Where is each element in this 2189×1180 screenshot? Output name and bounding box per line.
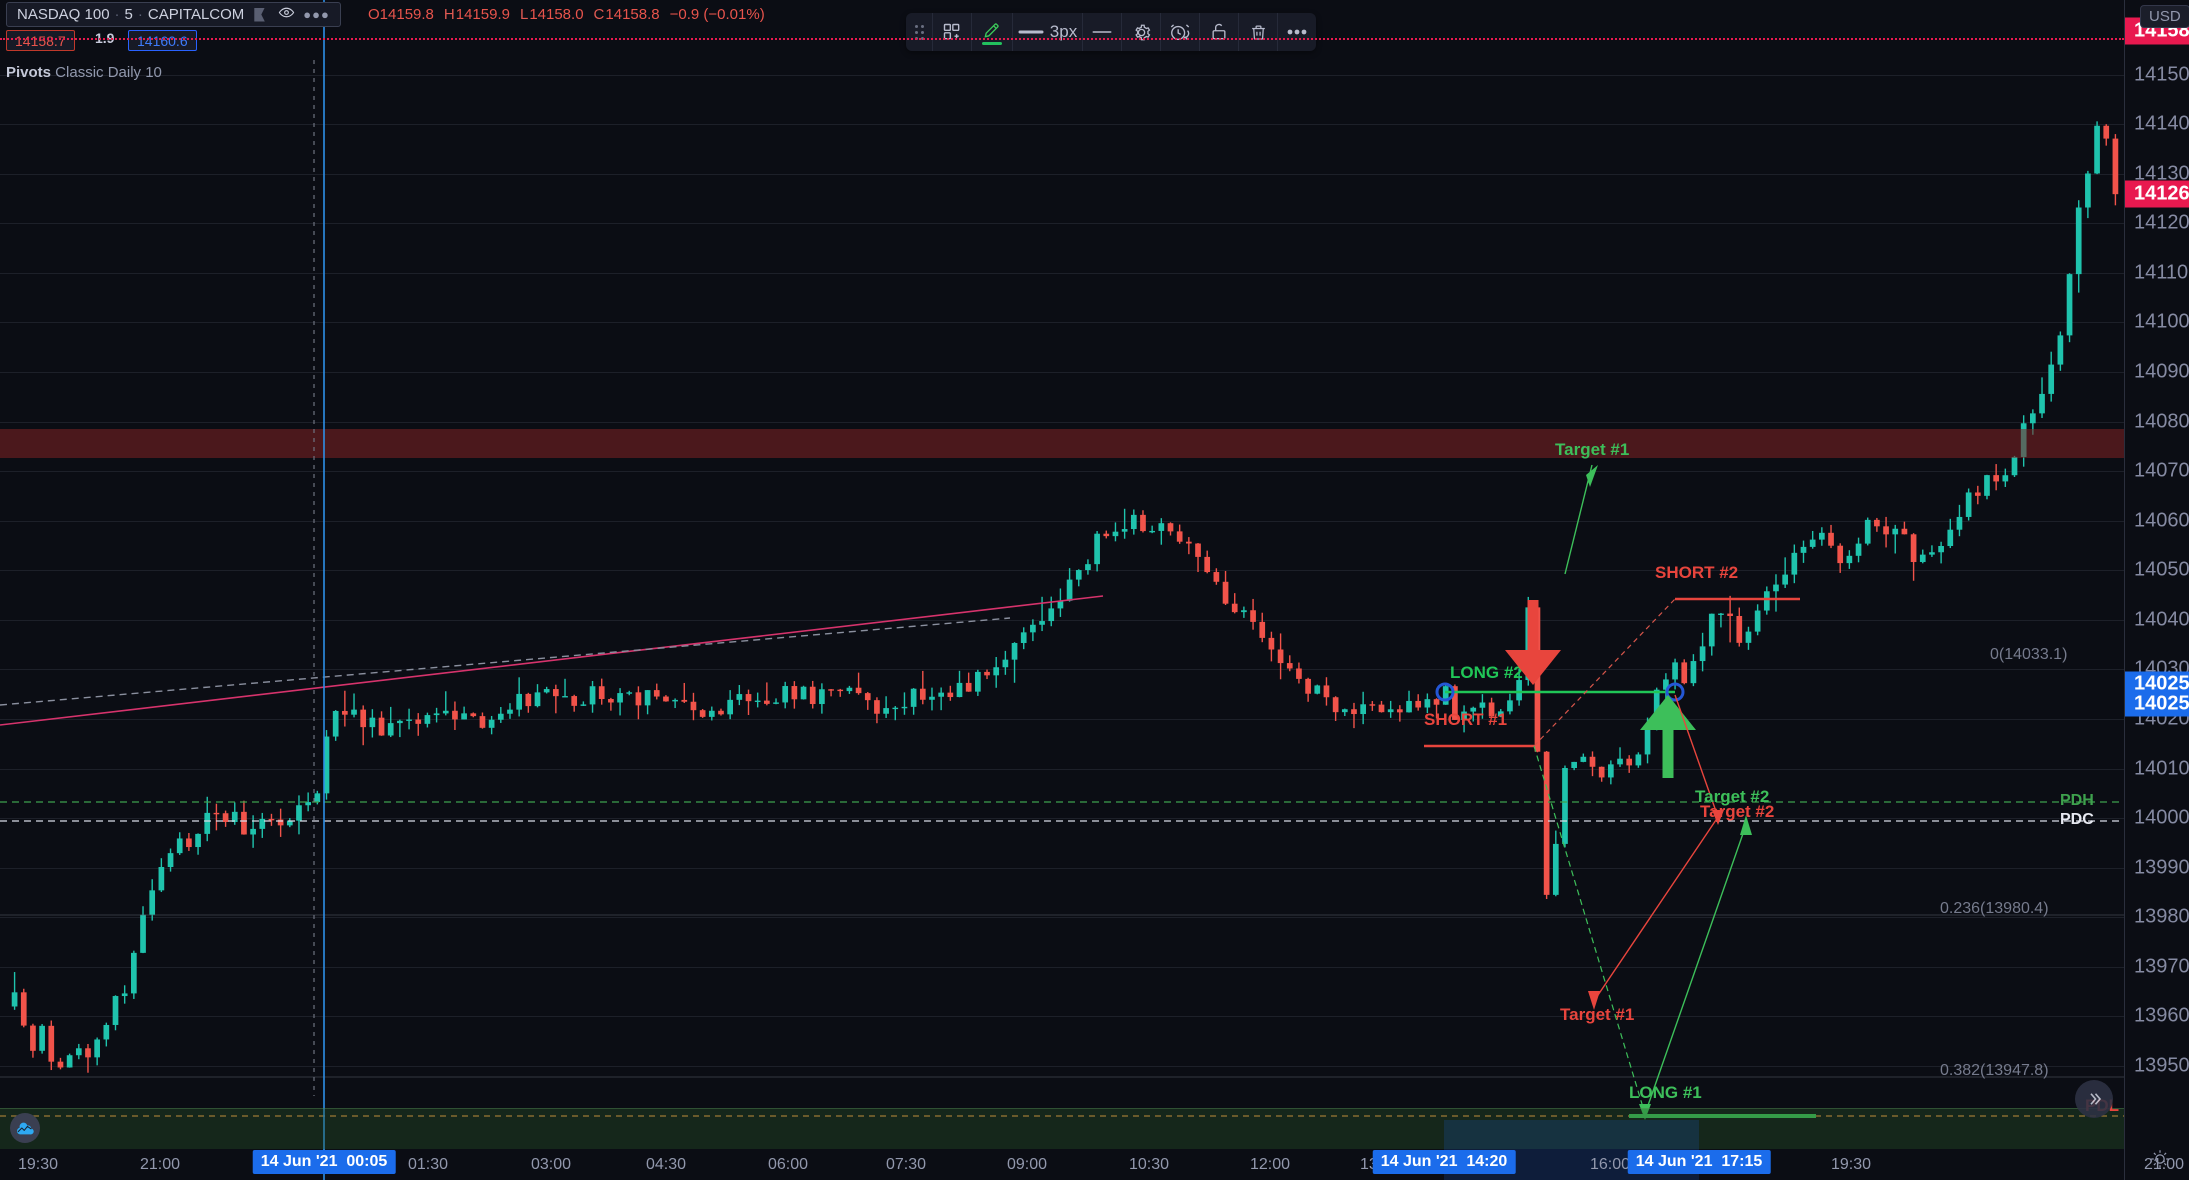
svg-text:Target #2: Target #2 <box>1695 787 1769 806</box>
svg-text:Target #1: Target #1 <box>1560 1005 1634 1024</box>
svg-text:SHORT #2: SHORT #2 <box>1655 563 1738 582</box>
svg-text:LONG #2: LONG #2 <box>1450 663 1523 682</box>
svg-text:Target #1: Target #1 <box>1555 440 1629 459</box>
svg-text:SHORT #1: SHORT #1 <box>1424 710 1507 729</box>
svg-text:LONG #1: LONG #1 <box>1629 1083 1702 1102</box>
